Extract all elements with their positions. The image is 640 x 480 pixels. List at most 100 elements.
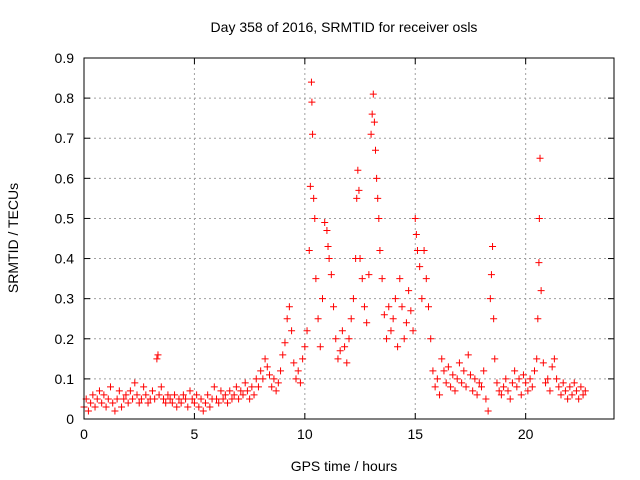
data-point-marker [135,399,143,407]
data-point-marker [360,303,368,311]
chart-title: Day 358 of 2016, SRMTID for receiver osl… [211,19,478,35]
data-point-marker [412,230,420,238]
data-point-marker [553,375,561,383]
data-point-marker [157,383,165,391]
data-point-marker [133,391,141,399]
data-point-marker [537,287,545,295]
data-point-marker [155,391,163,399]
data-point-marker [309,130,317,138]
data-point-marker [160,395,167,403]
data-point-marker [171,391,179,399]
data-point-marker [489,243,497,251]
data-point-marker [95,387,103,395]
data-point-marker [306,182,314,190]
data-point-marker [466,371,474,379]
data-point-marker [319,295,326,303]
data-point-marker [519,371,527,379]
data-point-marker [358,275,366,283]
data-point-marker [104,395,112,403]
data-point-marker [87,399,95,407]
data-point-marker [504,387,512,395]
data-point-marker [389,315,397,323]
data-point-marker [102,403,110,411]
data-markers [80,78,589,415]
data-point-marker [124,399,132,407]
data-point-marker [534,315,542,323]
data-point-marker [334,355,342,363]
y-tick-label: 0.1 [55,371,75,387]
data-point-marker [378,275,386,283]
y-tick-label: 0 [66,411,74,427]
data-point-marker [323,226,331,234]
y-tick-label: 0.8 [55,90,75,106]
data-point-marker [107,383,114,391]
data-point-marker [274,379,282,387]
data-point-marker [305,247,313,255]
data-point-marker [375,214,383,222]
data-point-marker [500,383,508,391]
data-point-marker [422,275,430,283]
data-point-marker [98,399,106,407]
data-point-marker [345,335,353,343]
data-point-marker [254,383,262,391]
data-point-marker [126,387,134,395]
data-point-marker [312,275,320,283]
data-point-marker [542,379,550,387]
data-point-marker [129,395,137,403]
data-point-marker [332,335,340,343]
data-point-marker [347,315,355,323]
data-point-marker [307,78,315,86]
data-point-marker [232,383,240,391]
data-point-marker [166,395,174,403]
data-point-marker [447,383,455,391]
data-point-marker [522,379,530,387]
data-point-marker [279,351,287,359]
data-point-marker [484,407,492,415]
data-point-marker [363,319,371,327]
data-point-marker [131,379,139,387]
data-point-marker [536,154,544,162]
data-point-marker [316,343,324,351]
data-point-marker [369,90,377,98]
data-point-marker [162,399,170,407]
data-point-marker [168,399,176,407]
data-point-marker [402,319,410,327]
data-point-marker [482,395,490,403]
data-point-marker [528,383,536,391]
data-point-marker [268,383,276,391]
data-point-marker [142,391,150,399]
data-point-marker [188,395,196,403]
data-point-marker [440,367,448,375]
data-point-marker [453,375,461,383]
data-point-marker [330,303,338,311]
data-point-marker [546,387,554,395]
data-point-marker [566,383,574,391]
data-point-marker [460,367,468,375]
y-tick-label: 0.3 [55,291,75,307]
data-point-marker [427,335,435,343]
y-axis-label: SRMTID / TECUs [5,183,21,293]
data-point-marker [502,375,510,383]
data-point-marker [444,363,452,371]
data-point-marker [204,391,212,399]
data-point-marker [550,355,558,363]
data-point-marker [303,327,311,335]
data-point-marker [243,387,251,395]
data-point-marker [84,407,92,415]
data-point-marker [148,387,156,395]
data-point-marker [201,399,209,407]
data-point-marker [383,335,391,343]
data-point-marker [235,395,243,403]
data-point-marker [508,379,516,387]
data-point-marker [224,399,232,407]
data-point-marker [493,379,501,387]
data-point-marker [372,146,379,154]
x-tick-label: 10 [297,426,313,442]
data-point-marker [462,383,470,391]
data-point-marker [248,383,256,391]
plot-frame [83,57,615,420]
x-tick-label: 5 [191,426,199,442]
data-point-marker [252,375,260,383]
data-point-marker [184,403,192,411]
